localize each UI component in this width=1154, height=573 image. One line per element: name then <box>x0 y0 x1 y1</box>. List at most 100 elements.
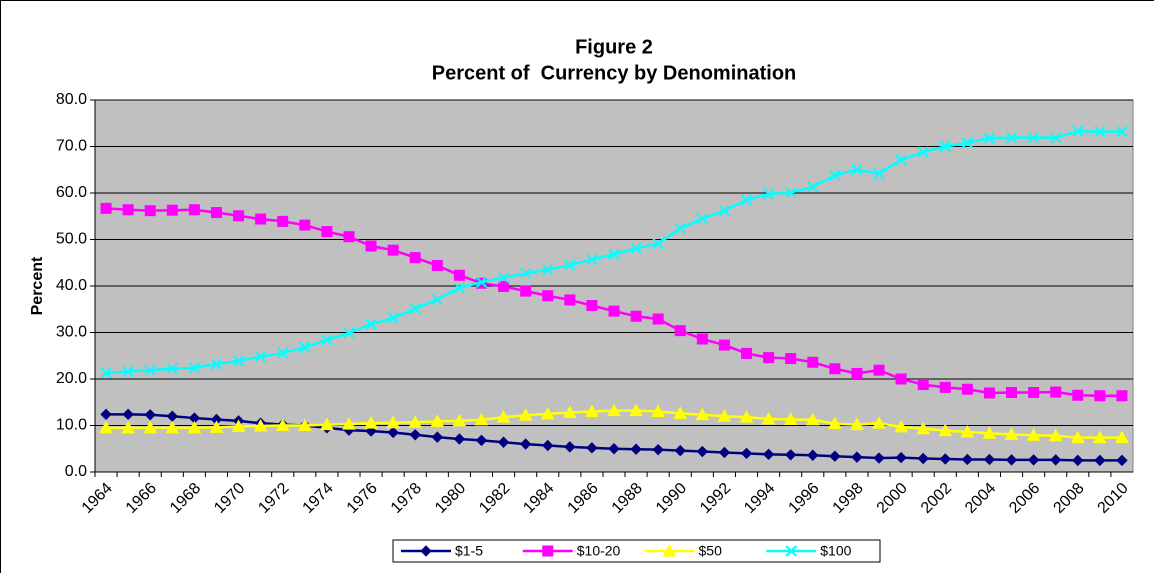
data-point <box>873 364 885 376</box>
data-point <box>807 181 819 193</box>
data-point <box>409 303 421 315</box>
data-point <box>608 248 620 261</box>
data-point <box>1094 125 1106 138</box>
data-point <box>122 365 134 378</box>
legend-marker-shape <box>785 545 797 557</box>
data-point <box>518 408 533 421</box>
data-point <box>231 419 246 432</box>
data-point <box>718 204 731 217</box>
data-point <box>277 215 289 227</box>
data-point <box>210 358 223 370</box>
data-point <box>542 290 554 302</box>
data-point <box>983 453 996 466</box>
data-point <box>1072 125 1084 137</box>
data-point <box>1116 454 1128 467</box>
data-point <box>144 205 156 217</box>
data-point <box>409 252 421 264</box>
data-point <box>1070 430 1085 444</box>
data-point <box>187 420 202 434</box>
data-point <box>520 285 532 297</box>
data-point <box>431 431 444 443</box>
chart-subtitle: Percent of Currency by Denomination <box>432 62 797 84</box>
y-tick-label: 20.0 <box>56 370 87 387</box>
data-point <box>299 341 311 354</box>
y-tick-label: 10.0 <box>56 417 87 434</box>
data-point <box>961 137 974 149</box>
data-point <box>805 412 820 426</box>
data-point <box>365 240 377 252</box>
data-point <box>275 418 290 431</box>
legend-label: $1-5 <box>455 543 483 559</box>
data-point <box>387 426 399 439</box>
data-point <box>253 418 268 432</box>
legend-marker-shape <box>662 543 677 557</box>
data-point <box>1026 428 1041 441</box>
legend <box>392 539 881 563</box>
data-point <box>431 293 444 306</box>
data-point <box>761 411 776 425</box>
data-point <box>873 452 885 464</box>
data-point <box>343 327 355 339</box>
data-point <box>1049 131 1062 144</box>
data-point <box>829 450 841 462</box>
data-point <box>277 347 289 359</box>
data-point <box>542 264 554 276</box>
data-point <box>255 213 267 225</box>
data-point <box>1005 131 1018 144</box>
data-point <box>144 364 156 376</box>
data-point <box>630 443 642 455</box>
data-point <box>365 318 377 330</box>
data-point <box>297 418 312 431</box>
data-point <box>121 420 135 434</box>
data-point <box>453 433 466 445</box>
data-point <box>99 420 113 434</box>
data-point <box>431 260 443 272</box>
data-point <box>475 434 488 447</box>
data-point <box>586 442 598 454</box>
data-point <box>673 406 688 419</box>
data-point <box>586 300 598 312</box>
data-point <box>299 219 311 231</box>
data-point <box>1006 386 1018 398</box>
data-point <box>807 449 819 461</box>
data-point <box>564 441 576 453</box>
data-point <box>763 352 775 364</box>
data-point <box>1027 131 1040 144</box>
data-point <box>652 313 664 325</box>
data-point <box>696 212 709 225</box>
data-point <box>961 383 973 395</box>
data-point <box>342 417 356 430</box>
data-point <box>100 408 112 421</box>
legend-label: $100 <box>820 543 851 559</box>
data-point <box>122 204 134 216</box>
data-point <box>321 226 333 238</box>
data-point <box>540 406 555 420</box>
data-point <box>674 444 686 457</box>
data-point <box>166 363 179 375</box>
y-axis-label: Percent <box>29 256 46 315</box>
data-point <box>409 429 421 441</box>
legend-marker-shape <box>420 545 432 557</box>
data-point <box>717 409 732 422</box>
y-tick-label: 30.0 <box>56 324 87 341</box>
data-point <box>762 188 775 200</box>
y-tick-label: 80.0 <box>56 91 87 108</box>
data-point <box>895 373 907 385</box>
data-point <box>630 310 642 322</box>
data-point <box>1072 389 1084 401</box>
legend-marker <box>420 545 432 557</box>
data-point <box>851 451 863 463</box>
data-point <box>917 452 929 465</box>
y-tick-label: 70.0 <box>56 138 87 155</box>
data-point <box>1093 430 1107 444</box>
data-point <box>740 194 753 206</box>
data-point <box>1116 125 1128 138</box>
data-point <box>498 280 510 292</box>
data-point <box>651 404 666 418</box>
data-point <box>784 449 797 461</box>
data-point <box>1049 454 1062 466</box>
data-point <box>453 282 466 294</box>
data-point <box>1115 430 1129 444</box>
data-point <box>894 419 908 433</box>
data-point <box>916 421 931 435</box>
